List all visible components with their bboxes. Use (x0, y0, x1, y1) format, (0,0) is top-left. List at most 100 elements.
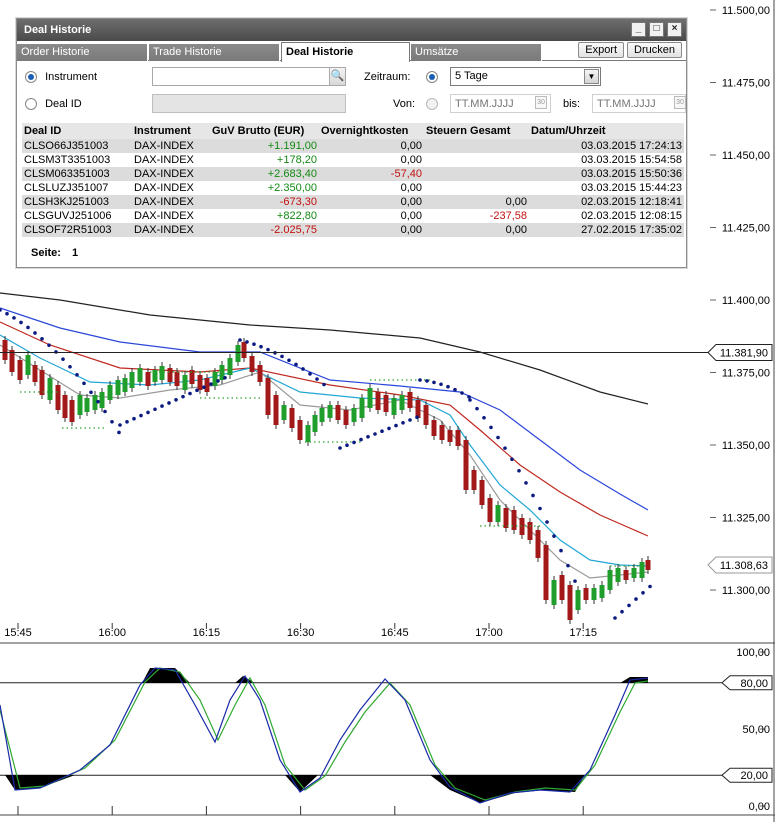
sar-dot (5, 311, 9, 316)
table-row[interactable]: CLSOF72R51003 DAX-INDEX -2.025,75 0,00 0,00 2… (22, 223, 684, 237)
cell-steuern: 0,00 (424, 223, 529, 237)
instrument-radio[interactable] (25, 71, 37, 84)
candle-body (487, 498, 493, 522)
von-radio[interactable] (426, 98, 438, 110)
price-tick-label: 11.300,00 (722, 585, 770, 597)
cell-instrument: DAX-INDEX (134, 182, 194, 194)
tab-umsaetze[interactable]: Umsätze (411, 44, 542, 61)
moving-averages (0, 292, 649, 579)
table-row[interactable]: CLSO66J351003 DAX-INDEX +1.191,00 0,00 03.03… (22, 139, 684, 153)
col-deal-id[interactable]: Deal ID (22, 123, 132, 139)
candle-body (415, 400, 421, 418)
table-row[interactable]: CLSH3KJ251003 DAX-INDEX -673,30 0,00 0,00 02.… (22, 195, 684, 209)
zeitraum-select[interactable]: 5 Tage ▼ (450, 67, 601, 86)
sar-dot (61, 357, 65, 361)
dialog-titlebar[interactable]: Deal Historie _ □ × (17, 19, 686, 41)
sar-dot (75, 373, 79, 377)
candle (367, 384, 373, 412)
instrument-input[interactable] (152, 67, 346, 86)
sar-dot (394, 423, 398, 428)
col-guv[interactable]: GuV Brutto (EUR) (210, 123, 319, 139)
chevron-down-icon[interactable]: ▼ (584, 69, 599, 84)
osc-tick-label: 50,00 (742, 724, 770, 736)
candle (351, 404, 357, 426)
price-tick-label: 11.475,00 (722, 78, 770, 90)
bis-date-input[interactable] (592, 94, 686, 113)
minimize-button[interactable]: _ (631, 22, 646, 37)
calendar-icon[interactable]: 30 (535, 96, 547, 109)
tab-trade-historie[interactable]: Trade Historie (149, 44, 280, 61)
cell-steuern: 0,00 (424, 195, 529, 209)
sar-dot (418, 378, 422, 382)
candle (327, 401, 333, 422)
cell-instrument: DAX-INDEX (134, 210, 194, 222)
col-instrument[interactable]: Instrument (132, 123, 210, 139)
sar-dot (432, 380, 436, 385)
maximize-button[interactable]: □ (649, 22, 664, 37)
col-steuern[interactable]: Steuern Gesamt (424, 123, 529, 139)
sar-dot (110, 419, 114, 424)
table-row[interactable]: CLSLUZJ351007 DAX-INDEX +2.350,00 0,00 03.03… (22, 181, 684, 195)
search-icon[interactable]: 🔍 (329, 68, 345, 85)
candle (197, 371, 203, 394)
cell-instrument: DAX-INDEX (132, 167, 210, 181)
candle-body (439, 425, 445, 440)
table-row[interactable]: CLSM3T3351003 DAX-INDEX +178,20 0,00 03.03.2… (22, 153, 684, 167)
sar-dot (648, 584, 652, 589)
col-datum[interactable]: Datum/Uhrzeit (529, 123, 684, 139)
candle (182, 371, 188, 394)
close-button[interactable]: × (667, 22, 682, 37)
sar-dot (174, 398, 178, 402)
cell-guv: +822,80 (276, 210, 317, 222)
candle (129, 368, 135, 392)
export-button[interactable]: Export (578, 42, 625, 58)
candle (257, 361, 263, 386)
sar-dot (496, 435, 500, 440)
cell-instrument: DAX-INDEX (132, 223, 210, 237)
sar-dot (531, 493, 535, 498)
candle-body (447, 430, 453, 442)
moving-average-line (0, 334, 649, 567)
zeitraum-radio[interactable] (426, 71, 438, 83)
dealid-option[interactable]: Deal ID (25, 98, 82, 111)
candle (359, 394, 365, 422)
candle (2, 336, 8, 364)
tab-order-historie[interactable]: Order Historie (17, 44, 148, 61)
sar-dot (188, 391, 192, 396)
calendar-icon[interactable]: 30 (674, 96, 686, 109)
col-overnight[interactable]: Overnightkosten (319, 123, 424, 139)
window-controls: _ □ × (631, 22, 682, 37)
time-tick-label: 17:00 (475, 627, 503, 639)
candle-body (359, 398, 365, 418)
sar-dot (238, 338, 242, 342)
sar-dot (223, 375, 227, 380)
dealid-input[interactable] (152, 94, 346, 113)
table-row[interactable]: CLSM063351003 DAX-INDEX +2.683,40 -57,40 03.… (22, 167, 684, 181)
table-row[interactable]: CLSGUVJ251006 DAX-INDEX +822,80 0,00 -237,58… (22, 209, 684, 223)
instrument-option[interactable]: Instrument (25, 71, 97, 84)
candle (204, 374, 210, 396)
candle-body (77, 395, 83, 415)
sar-dot (82, 381, 86, 386)
cell-overnight: 0,00 (400, 182, 422, 194)
sar-dot (160, 404, 164, 408)
cell-overnight: 0,00 (400, 154, 422, 166)
von-date-input[interactable] (450, 94, 551, 113)
page-number[interactable]: 1 (72, 247, 79, 259)
candle (645, 556, 651, 574)
candle (375, 388, 381, 414)
candle-body (543, 545, 549, 600)
candle (551, 576, 557, 609)
candle-body (645, 560, 651, 570)
candle (479, 476, 485, 509)
dealid-radio[interactable] (25, 98, 37, 111)
deal-history-dialog[interactable]: Deal Historie _ □ × Order Historie Trade… (16, 18, 687, 268)
candle-body (575, 590, 581, 610)
parabolic-sar (0, 308, 652, 620)
tab-deal-historie[interactable]: Deal Historie (281, 42, 410, 62)
cell-overnight: 0,00 (319, 223, 424, 237)
sar-dot (146, 410, 150, 415)
tab-bar: Order Historie Trade Historie Deal Histo… (17, 42, 686, 62)
print-button[interactable]: Drucken (627, 42, 682, 58)
